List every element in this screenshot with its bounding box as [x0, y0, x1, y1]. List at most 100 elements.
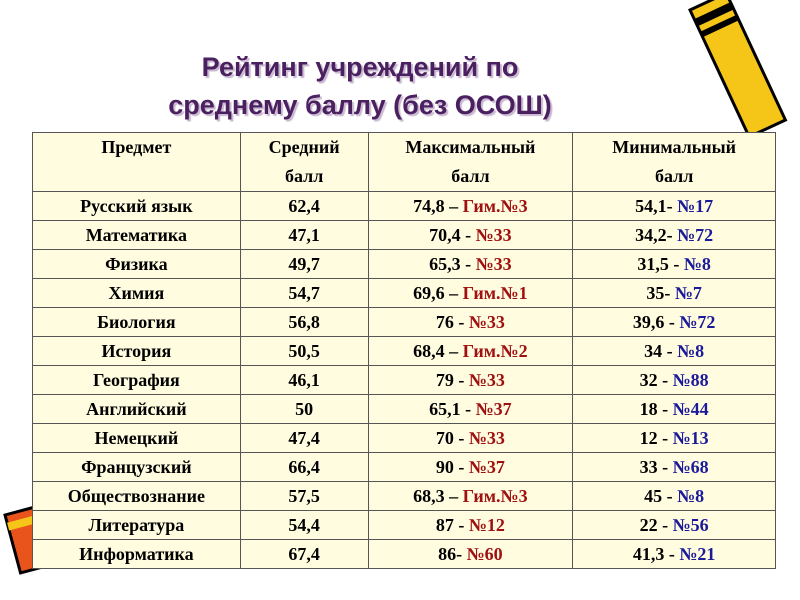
average-cell: 49,7: [239, 249, 369, 279]
max-school: №33: [468, 369, 505, 390]
subject-cell: Литература: [32, 510, 241, 540]
max-score: 79 -: [435, 369, 465, 390]
max-school: Гим.№3: [462, 485, 528, 506]
subject-cell: Английский: [32, 394, 241, 424]
max-score: 74,8 –: [413, 195, 459, 216]
min-school: №68: [672, 456, 709, 477]
max-cell: 65,1 - №37: [367, 394, 574, 424]
min-score: 31,5 -: [637, 253, 680, 274]
min-cell: 45 - №8: [572, 481, 776, 511]
max-school: №33: [468, 427, 505, 448]
max-school: №33: [475, 253, 512, 274]
table-row: Биология 56,8 76 - №33 39,6 - №72: [32, 307, 776, 337]
max-cell: 74,8 – Гим.№3: [367, 191, 574, 221]
column-header: Минимальный балл: [572, 132, 776, 192]
max-school: №37: [475, 398, 512, 419]
subject-cell: Биология: [32, 307, 241, 337]
max-cell: 90 - №37: [367, 452, 574, 482]
min-cell: 39,6 - №72: [572, 307, 776, 337]
subject-cell: Математика: [32, 220, 241, 250]
max-cell: 70,4 - №33: [367, 220, 574, 250]
average-cell: 62,4: [239, 191, 369, 221]
min-score: 18 -: [639, 398, 669, 419]
subject-cell: Французский: [32, 452, 241, 482]
max-school: №12: [468, 514, 505, 535]
min-score: 35-: [646, 282, 671, 303]
subject-cell: История: [32, 336, 241, 366]
average-cell: 54,7: [239, 278, 369, 308]
min-school: №8: [677, 485, 705, 506]
max-school: Гим.№3: [462, 195, 528, 216]
table-row: Русский язык 62,4 74,8 – Гим.№3 54,1- №17: [32, 191, 776, 221]
min-school: №7: [674, 282, 702, 303]
table-row: География 46,1 79 - №33 32 - №88: [32, 365, 776, 395]
min-cell: 54,1- №17: [572, 191, 776, 221]
table-row: Французский 66,4 90 - №37 33 - №68: [32, 452, 776, 482]
max-score: 70,4 -: [429, 224, 472, 245]
max-score: 68,4 –: [413, 340, 459, 361]
min-score: 41,3 -: [632, 543, 675, 564]
min-score: 54,1-: [635, 195, 673, 216]
table-row: Английский 50 65,1 - №37 18 - №44: [32, 394, 776, 424]
average-cell: 54,4: [239, 510, 369, 540]
column-header: Средний балл: [239, 132, 369, 192]
pencil-top: [688, 0, 788, 139]
column-header: Предмет: [32, 132, 241, 192]
table-row: Физика 49,7 65,3 - №33 31,5 - №8: [32, 249, 776, 279]
header-text: Максимальный: [405, 137, 536, 157]
max-school: Гим.№2: [462, 340, 528, 361]
min-score: 34,2-: [635, 224, 673, 245]
average-cell: 56,8: [239, 307, 369, 337]
average-cell: 47,4: [239, 423, 369, 453]
table-row: Математика 47,1 70,4 - №33 34,2- №72: [32, 220, 776, 250]
max-cell: 70 - №33: [367, 423, 574, 453]
title-line: Рейтинг учреждений по: [201, 52, 519, 82]
min-school: №56: [672, 514, 709, 535]
subject-cell: Химия: [32, 278, 241, 308]
average-cell: 57,5: [239, 481, 369, 511]
min-cell: 32 - №88: [572, 365, 776, 395]
average-cell: 50: [239, 394, 369, 424]
max-score: 76 -: [435, 311, 465, 332]
rating-table: Предмет Средний балл Максимальный балл Минима…: [32, 132, 776, 569]
max-school: Гим.№1: [462, 282, 528, 303]
max-cell: 68,3 – Гим.№3: [367, 481, 574, 511]
max-cell: 87 - №12: [367, 510, 574, 540]
header-text: балл: [451, 166, 490, 186]
table-row: Информатика 67,4 86- №60 41,3 - №21: [32, 539, 776, 569]
min-score: 39,6 -: [632, 311, 675, 332]
table-row: Литература 54,4 87 - №12 22 - №56: [32, 510, 776, 540]
min-cell: 34 - №8: [572, 336, 776, 366]
min-score: 34 -: [644, 340, 673, 361]
header-text: Средний: [268, 137, 340, 157]
min-school: №17: [677, 195, 714, 216]
max-cell: 65,3 - №33: [367, 249, 574, 279]
max-cell: 68,4 – Гим.№2: [367, 336, 574, 366]
max-school: №37: [468, 456, 505, 477]
min-school: №8: [683, 253, 711, 274]
min-cell: 34,2- №72: [572, 220, 776, 250]
subject-cell: Русский язык: [32, 191, 241, 221]
slide-title: Рейтинг учреждений по среднему баллу (бе…: [60, 48, 660, 124]
max-score: 90 -: [435, 456, 465, 477]
min-cell: 41,3 - №21: [572, 539, 776, 569]
min-school: №72: [679, 311, 716, 332]
max-cell: 76 - №33: [367, 307, 574, 337]
min-school: №88: [672, 369, 709, 390]
table-row: Обществознание 57,5 68,3 – Гим.№3 45 - №8: [32, 481, 776, 511]
max-score: 65,1 -: [429, 398, 472, 419]
min-school: №72: [677, 224, 714, 245]
header-text: Минимальный: [612, 137, 737, 157]
max-score: 69,6 –: [413, 282, 459, 303]
max-school: №33: [475, 224, 512, 245]
header-text: балл: [654, 166, 694, 186]
average-cell: 66,4: [239, 452, 369, 482]
min-cell: 31,5 - №8: [572, 249, 776, 279]
max-score: 86-: [438, 543, 463, 564]
subject-cell: Обществознание: [32, 481, 241, 511]
subject-cell: География: [32, 365, 241, 395]
average-cell: 67,4: [239, 539, 369, 569]
min-score: 45 -: [644, 485, 673, 506]
header-text: балл: [284, 166, 324, 186]
